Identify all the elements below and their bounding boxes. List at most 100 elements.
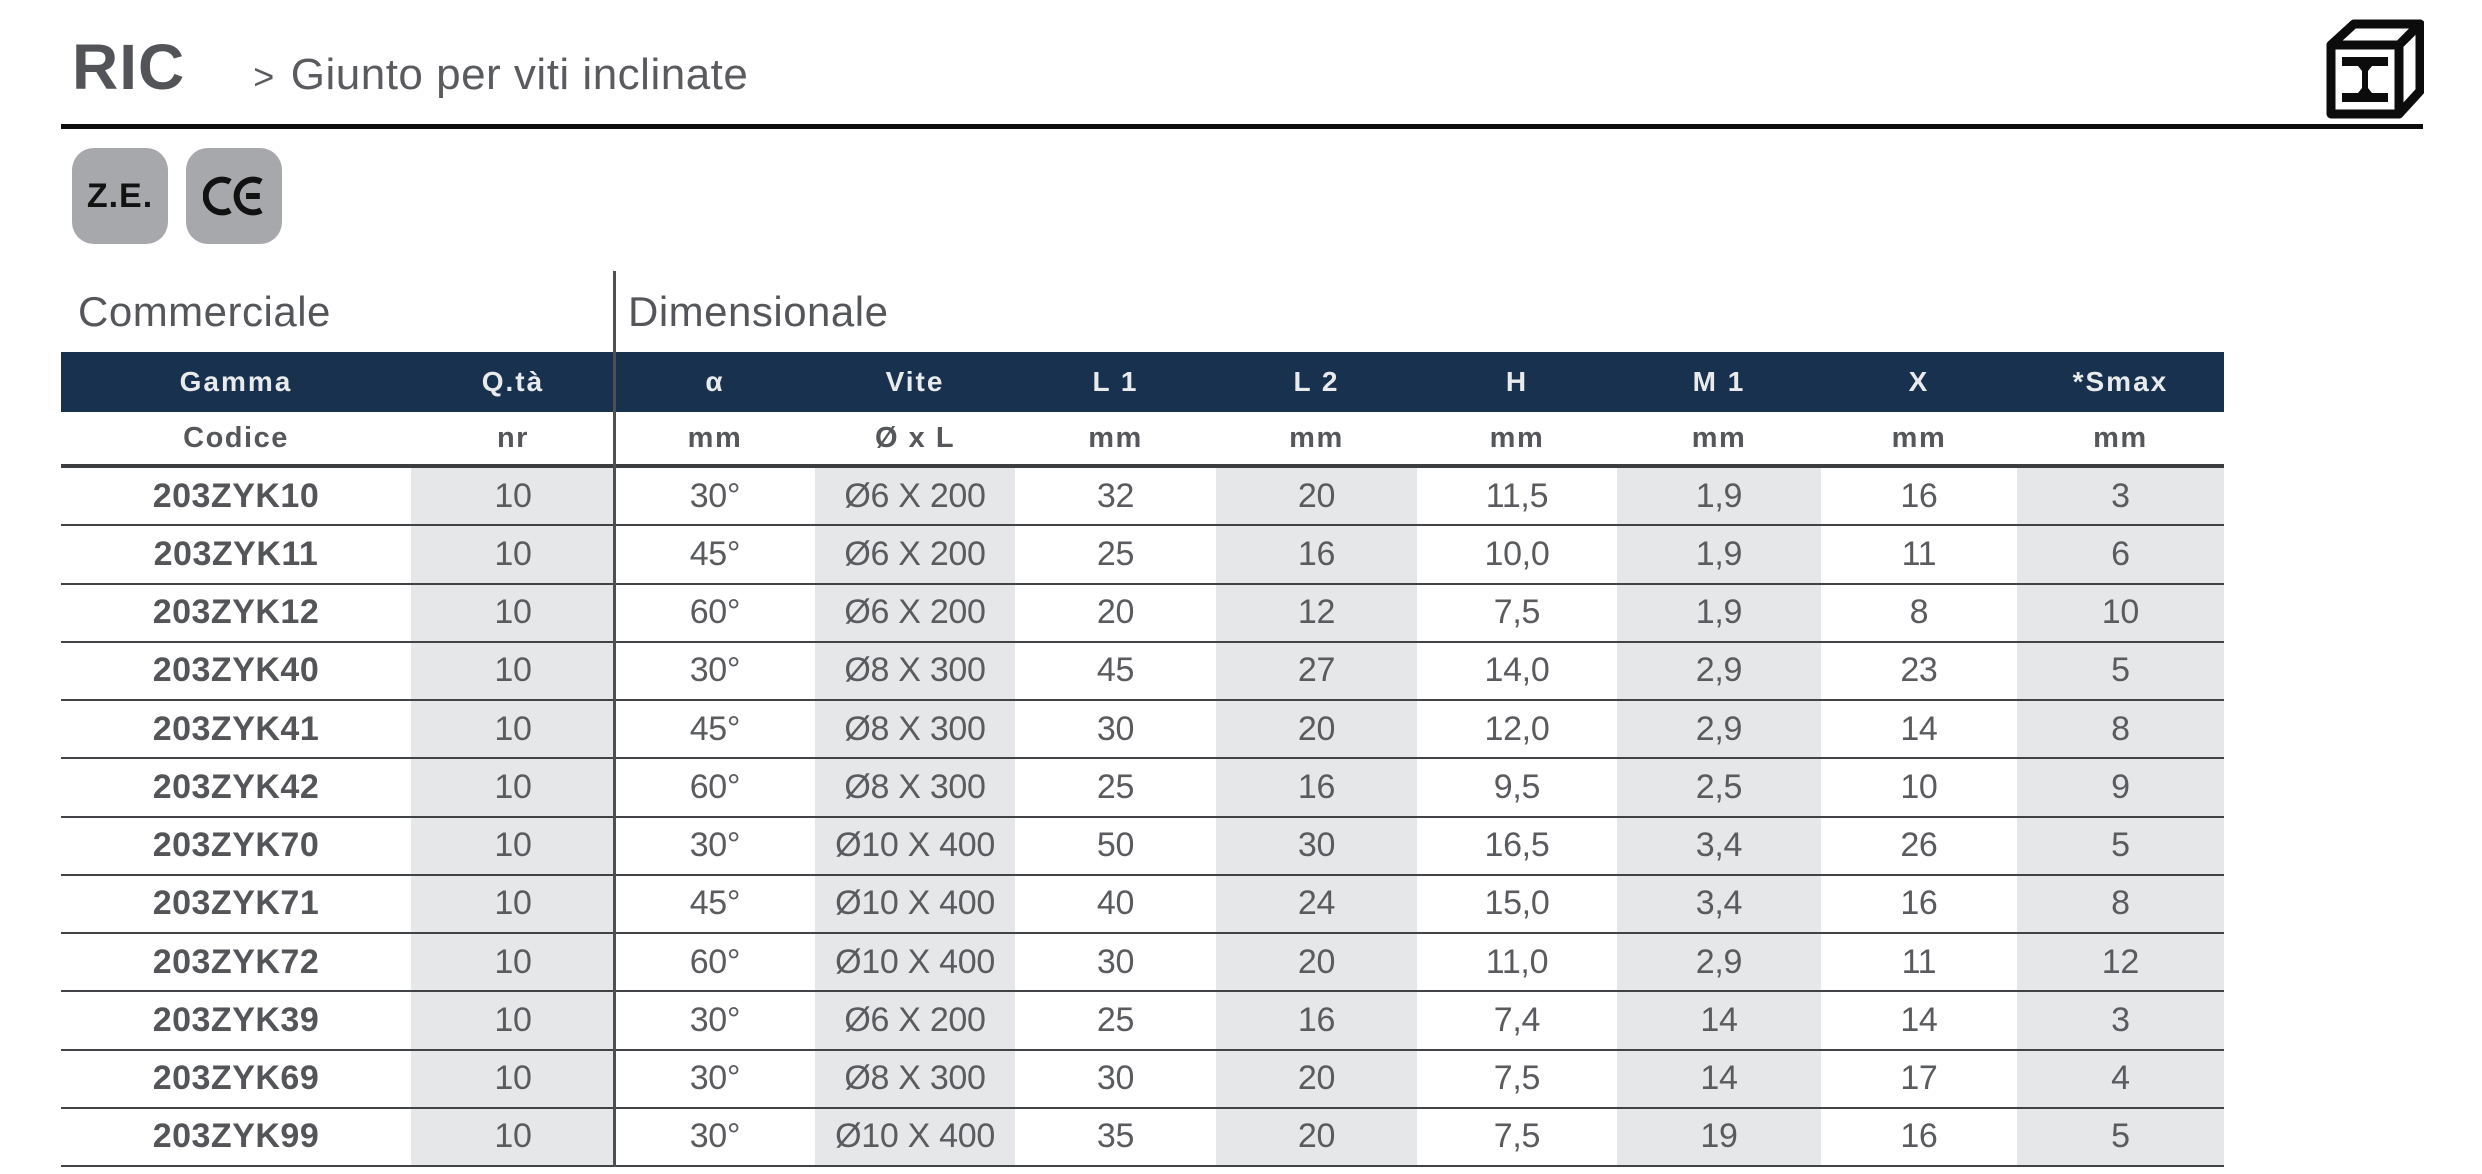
cell-x: 11 xyxy=(1901,942,1937,981)
cell-qta: 10 xyxy=(410,526,615,583)
cell-codice: 203ZYK10 xyxy=(152,476,320,515)
cell-x: 16 xyxy=(1900,476,1938,515)
cell-smax: 8 xyxy=(2016,875,2224,932)
cell-l1: 40 xyxy=(1096,884,1135,923)
cell-vite: Ø10 X 400 xyxy=(815,817,1016,874)
cell-qta: 10 xyxy=(410,817,615,874)
cell-codice: 203ZYK42 xyxy=(152,767,320,806)
breadcrumb-label: Giunto per viti inclinate xyxy=(290,50,749,99)
header-vite: Vite xyxy=(885,366,945,397)
cell-h: 7,5 xyxy=(1493,1117,1541,1156)
header-l2: L 2 xyxy=(1293,366,1340,397)
header-m1: M 1 xyxy=(1692,366,1746,397)
cell-vite: Ø10 X 400 xyxy=(815,1108,1016,1165)
cell-m1: 1,9 xyxy=(1617,526,1821,583)
cell-vite: Ø8 X 300 xyxy=(815,1050,1016,1107)
cell-h: 9,5 xyxy=(1493,767,1541,806)
breadcrumb: > Giunto per viti inclinate xyxy=(253,50,748,100)
cell-l1: 50 xyxy=(1096,826,1135,865)
table-body: 203ZYK10 10 30° Ø6 X 200 32 20 11,5 1,9 … xyxy=(61,468,2224,1167)
cell-m1: 14 xyxy=(1617,992,1821,1049)
header-l1: L 1 xyxy=(1092,366,1139,397)
cell-alpha: 45° xyxy=(689,709,741,748)
cell-l1: 25 xyxy=(1096,767,1135,806)
cell-vite: Ø10 X 400 xyxy=(815,934,1016,991)
cell-l2: 30 xyxy=(1216,817,1417,874)
cell-smax: 5 xyxy=(2016,817,2224,874)
header-alpha: α xyxy=(705,366,725,397)
cell-qta: 10 xyxy=(410,642,615,699)
unit-l2: mm xyxy=(1289,421,1344,454)
cell-l1: 35 xyxy=(1096,1117,1135,1156)
table-row: 203ZYK72 10 60° Ø10 X 400 30 20 11,0 2,9… xyxy=(61,934,2224,993)
table-row: 203ZYK12 10 60° Ø6 X 200 20 12 7,5 1,9 8… xyxy=(61,584,2224,643)
cell-codice: 203ZYK11 xyxy=(153,534,319,573)
ce-mark-icon xyxy=(203,176,263,216)
cell-alpha: 30° xyxy=(689,1059,741,1098)
cell-qta: 10 xyxy=(410,992,615,1049)
cell-h: 16,5 xyxy=(1484,826,1550,865)
section-vertical-divider xyxy=(613,271,616,1167)
cell-l1: 45 xyxy=(1096,651,1135,690)
cell-codice: 203ZYK40 xyxy=(152,651,320,690)
cell-l1: 30 xyxy=(1096,1059,1135,1098)
cell-x: 17 xyxy=(1900,1059,1938,1098)
cell-qta: 10 xyxy=(410,934,615,991)
cell-l1: 25 xyxy=(1096,1000,1135,1039)
cell-h: 10,0 xyxy=(1484,534,1550,573)
section-label-dimensionale: Dimensionale xyxy=(628,288,889,335)
cell-x: 8 xyxy=(1909,593,1929,632)
cell-l2: 20 xyxy=(1216,468,1417,525)
cell-h: 7,4 xyxy=(1493,1000,1541,1039)
cell-smax: 5 xyxy=(2016,642,2224,699)
cell-smax: 6 xyxy=(2016,526,2224,583)
table-units-row: Codice nr mm Ø x L mm mm mm mm mm mm xyxy=(61,412,2224,468)
cell-m1: 2,9 xyxy=(1617,934,1821,991)
steel-beam-cube-icon xyxy=(2326,19,2424,119)
cell-codice: 203ZYK69 xyxy=(152,1059,320,1098)
cell-alpha: 60° xyxy=(689,593,741,632)
cell-m1: 2,9 xyxy=(1617,701,1821,758)
cell-l1: 20 xyxy=(1096,593,1135,632)
cell-vite: Ø6 X 200 xyxy=(815,526,1016,583)
cell-h: 11,5 xyxy=(1485,476,1549,515)
cell-x: 16 xyxy=(1900,1117,1938,1156)
table-row: 203ZYK71 10 45° Ø10 X 400 40 24 15,0 3,4… xyxy=(61,875,2224,934)
cell-alpha: 30° xyxy=(689,651,741,690)
cell-m1: 1,9 xyxy=(1617,468,1821,525)
table-row: 203ZYK41 10 45° Ø8 X 300 30 20 12,0 2,9 … xyxy=(61,701,2224,760)
cell-qta: 10 xyxy=(410,584,615,641)
cell-codice: 203ZYK12 xyxy=(152,593,320,632)
ce-badge xyxy=(186,148,282,244)
cell-l2: 20 xyxy=(1216,934,1417,991)
unit-x: mm xyxy=(1891,421,1947,454)
header-gamma: Gamma xyxy=(179,366,293,397)
cell-l2: 27 xyxy=(1216,642,1417,699)
unit-l1: mm xyxy=(1088,421,1143,454)
cell-l2: 20 xyxy=(1216,701,1417,758)
cell-l2: 16 xyxy=(1216,526,1417,583)
unit-h: mm xyxy=(1489,421,1545,454)
cell-smax: 3 xyxy=(2016,468,2224,525)
cell-vite: Ø10 X 400 xyxy=(815,875,1016,932)
cell-l2: 20 xyxy=(1216,1050,1417,1107)
breadcrumb-arrow: > xyxy=(253,56,275,97)
cell-smax: 9 xyxy=(2016,759,2224,816)
page-header: RIC > Giunto per viti inclinate xyxy=(72,30,748,104)
cell-alpha: 30° xyxy=(689,1117,741,1156)
cell-l2: 20 xyxy=(1216,1108,1417,1165)
cell-alpha: 45° xyxy=(689,884,741,923)
table-row: 203ZYK39 10 30° Ø6 X 200 25 16 7,4 14 14… xyxy=(61,992,2224,1051)
cell-h: 7,5 xyxy=(1493,593,1541,632)
cell-l2: 16 xyxy=(1216,759,1417,816)
cell-qta: 10 xyxy=(410,759,615,816)
cell-vite: Ø8 X 300 xyxy=(815,701,1016,758)
table-row: 203ZYK42 10 60° Ø8 X 300 25 16 9,5 2,5 1… xyxy=(61,759,2224,818)
unit-codice: Codice xyxy=(183,421,289,454)
cell-alpha: 60° xyxy=(689,942,741,981)
cell-m1: 19 xyxy=(1617,1108,1821,1165)
certification-badges: Z.E. xyxy=(72,148,282,244)
cell-vite: Ø8 X 300 xyxy=(815,642,1016,699)
table-header-row: Gamma Q.tà α Vite L 1 L 2 H M 1 X *Smax xyxy=(61,352,2224,412)
